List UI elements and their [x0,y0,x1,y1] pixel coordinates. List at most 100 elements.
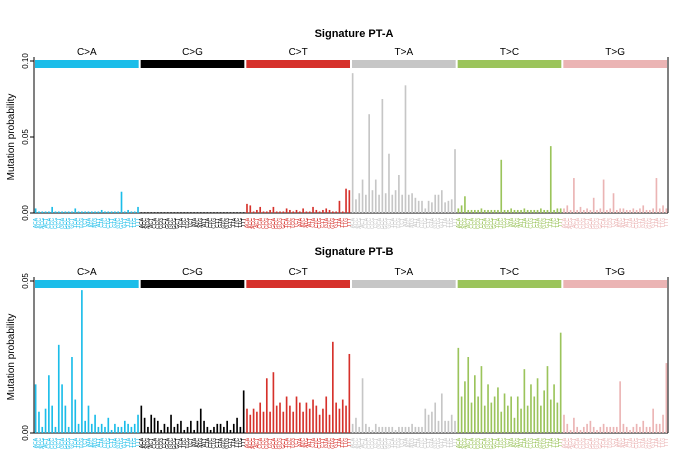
context-label: TCG [79,438,85,449]
bar [358,426,361,433]
group-band [246,60,350,68]
bar [381,99,384,213]
bar [635,209,638,213]
chart-title: Signature PT-B [315,246,394,258]
context-label: CTC [208,218,214,229]
bar [520,209,522,213]
context-label: ATA [614,217,620,227]
context-label: ACT [43,438,49,448]
context-label: CCA [575,217,581,228]
context-label: ACC [142,218,148,229]
bar [186,212,189,213]
context-label: GCT [69,438,75,449]
context-label: TTG [555,218,561,228]
bar [493,209,496,213]
y-tick-label: 0.05 [21,129,30,145]
context-label: ACG [357,218,363,229]
context-label: TCT [611,438,617,448]
bar [407,426,410,433]
context-label: TCA [495,217,501,228]
bar [150,212,153,213]
context-label: GTA [535,217,541,228]
bar [120,191,123,213]
bar [120,426,123,433]
bar [292,211,295,213]
context-label: CTG [106,438,112,449]
context-label: CTG [317,438,323,449]
bar [196,212,199,213]
bar [209,429,212,433]
bar [371,190,374,213]
bar [599,208,602,213]
bar [206,212,209,213]
context-label: CTT [637,218,643,228]
bar [368,114,370,213]
bar [84,211,87,213]
context-label: CCT [585,438,591,448]
bar [467,357,470,433]
bar [355,417,357,433]
y-axis-label: Mutation probability [6,314,17,401]
bar [34,208,37,213]
context-label: CCT [479,438,485,448]
context-label: CTG [528,438,534,449]
group-band [352,280,456,288]
bar [625,209,628,213]
bar [51,206,53,213]
bar [335,211,337,213]
bar [308,211,311,213]
context-label: TCA [495,437,501,448]
bar [186,426,189,433]
bar [533,209,536,213]
bar [351,423,354,433]
context-label: TTG [238,438,244,448]
context-label: ACC [565,218,571,229]
bar [573,178,575,213]
bar [256,209,258,213]
context-label: ATC [195,438,201,448]
context-label: TTC [129,438,135,448]
bar [665,208,668,213]
bar [602,423,605,433]
context-label: CCC [472,218,478,229]
context-label: TCG [396,438,402,449]
bar [44,211,47,213]
bar [391,426,394,433]
context-label: ACG [251,218,257,229]
context-label: ACC [459,438,465,449]
y-axis-label: Mutation probability [6,94,17,181]
bar [503,209,506,213]
bar [275,211,278,213]
bar [606,426,608,433]
group-label: C>A [77,47,97,58]
bar [655,178,658,213]
bar [662,205,664,213]
context-label: CTA [416,217,422,227]
context-label: GTG [330,218,336,229]
context-label: CCA [152,437,158,448]
context-label: GTA [641,217,647,228]
context-label: TCC [76,438,82,449]
context-label: GCA [482,217,488,229]
context-label: CTG [423,218,429,229]
context-label: ACA [456,217,462,228]
context-label: CTG [317,218,323,229]
bar [348,190,351,213]
bar [328,209,331,213]
bar [556,402,559,433]
context-label: TTC [129,218,135,228]
bar [573,417,575,433]
context-label: CCA [363,437,369,448]
group-label: T>C [500,267,519,278]
context-label: ACA [456,437,462,448]
bar [490,209,493,213]
bar [355,199,357,213]
context-label: GTC [433,438,439,449]
bar [615,209,618,213]
bar [487,384,489,433]
context-label: ATG [93,438,99,448]
context-label: ATG [198,218,204,228]
bar [77,211,80,213]
bar [378,194,380,213]
